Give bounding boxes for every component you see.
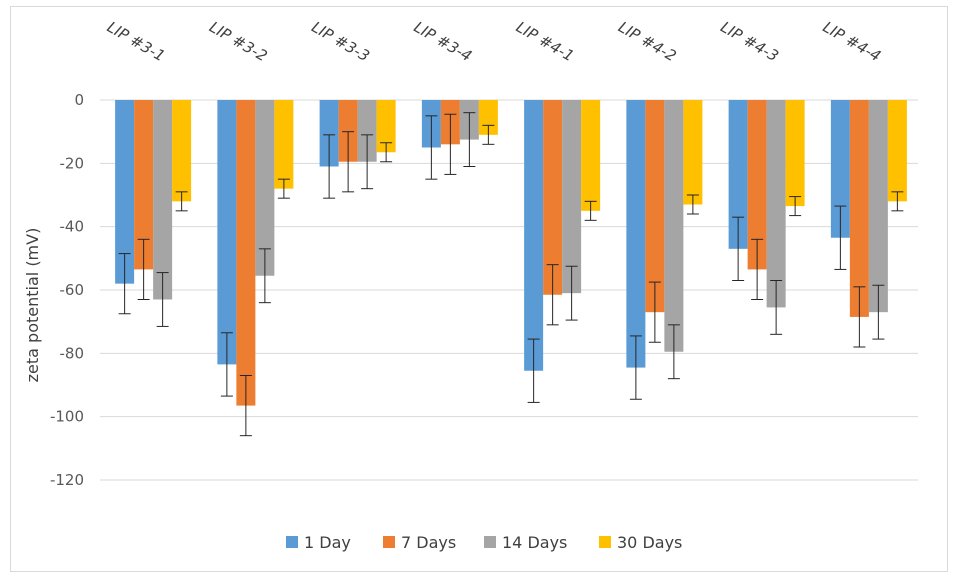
bar-7-days — [849, 100, 869, 317]
bar-14-days — [357, 100, 377, 162]
bar-30-days — [887, 100, 907, 202]
bar-14-days — [562, 100, 582, 294]
bar-7-days — [338, 100, 358, 162]
legend-swatch — [599, 536, 611, 548]
bar-7-days — [747, 100, 767, 270]
y-tick-label: 0 — [74, 91, 84, 109]
bar-30-days — [376, 100, 396, 153]
bar-30-days — [683, 100, 703, 205]
category-label: LIP #4-4 — [820, 18, 884, 65]
bar-7-days — [134, 100, 154, 270]
bar-30-days — [274, 100, 294, 189]
bar-30-days — [478, 100, 498, 135]
category-label: LIP #3-2 — [206, 18, 270, 65]
bar-7-days — [645, 100, 665, 313]
bar-30-days — [172, 100, 192, 202]
bar-14-days — [153, 100, 173, 300]
bar-30-days — [785, 100, 805, 207]
category-label: LIP #3-1 — [104, 18, 168, 65]
y-tick-label: -80 — [60, 344, 85, 362]
y-tick-label: -40 — [60, 218, 85, 236]
y-tick-label: -20 — [60, 154, 85, 172]
bar-1-day — [830, 100, 850, 238]
category-label: LIP #3-4 — [411, 18, 475, 65]
legend-swatch — [383, 536, 395, 548]
category-label: LIP #4-2 — [615, 18, 679, 65]
bar-7-days — [543, 100, 563, 295]
bar-1-day — [524, 100, 544, 371]
category-label: LIP #3-3 — [309, 18, 373, 65]
bar-1-day — [728, 100, 748, 249]
y-axis-title: zeta potential (mV) — [23, 228, 42, 383]
bar-14-days — [766, 100, 786, 308]
bar-30-days — [581, 100, 601, 211]
bar-1-day — [115, 100, 135, 284]
bar-1-day — [626, 100, 646, 368]
category-label: LIP #4-3 — [718, 18, 782, 65]
legend-label: 14 Days — [502, 533, 567, 552]
bar-1-day — [319, 100, 339, 167]
bar-14-days — [255, 100, 275, 276]
legend-label: 30 Days — [617, 533, 682, 552]
legend-swatch — [286, 536, 298, 548]
legend-label: 7 Days — [401, 533, 456, 552]
bar-7-days — [236, 100, 256, 406]
legend-label: 1 Day — [304, 533, 351, 552]
legend-swatch — [484, 536, 496, 548]
bar-14-days — [868, 100, 888, 313]
bar-1-day — [217, 100, 237, 365]
y-tick-label: -120 — [50, 471, 84, 489]
category-label: LIP #4-1 — [513, 18, 577, 65]
y-tick-label: -60 — [60, 281, 85, 299]
bar-14-days — [664, 100, 684, 352]
y-tick-label: -100 — [50, 408, 84, 426]
